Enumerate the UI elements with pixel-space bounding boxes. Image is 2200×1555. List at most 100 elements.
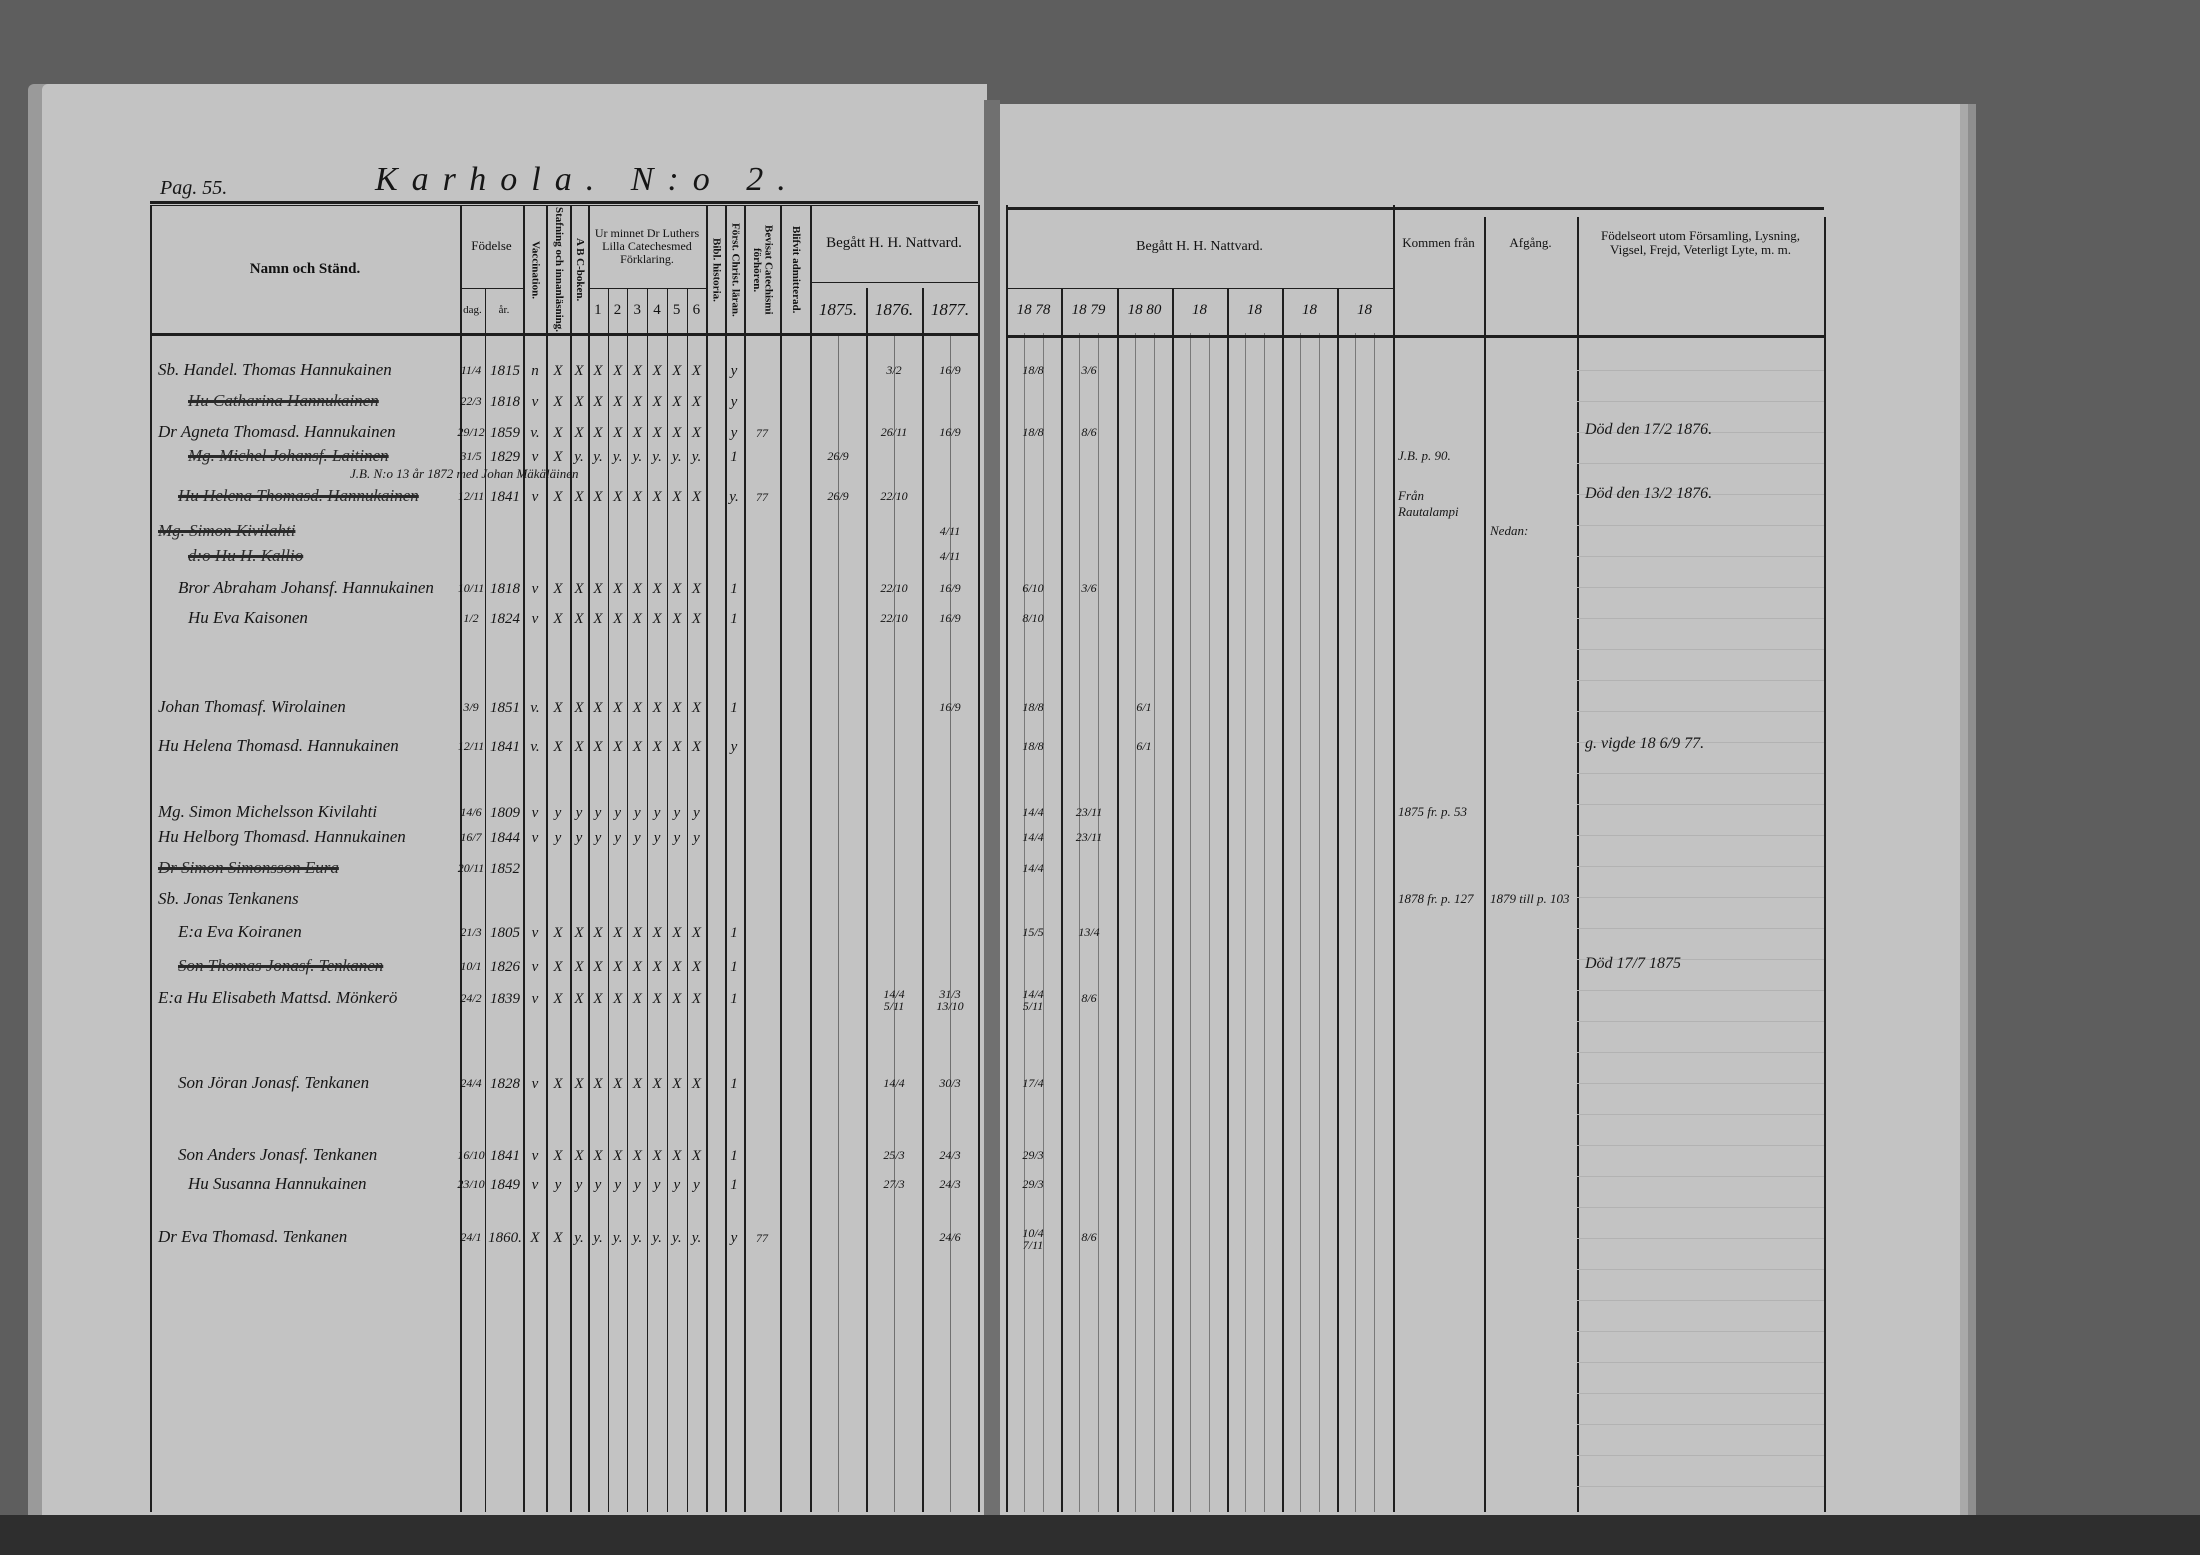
exam-mark: X bbox=[613, 991, 623, 1007]
birth-day: 16/10 bbox=[457, 1148, 485, 1162]
communion-date: 26/9 bbox=[827, 489, 849, 503]
column-rule bbox=[838, 333, 839, 1512]
communion-date: 6/1 bbox=[1136, 700, 1152, 714]
doctrine-mark: y bbox=[730, 739, 738, 755]
birth-day: 10/1 bbox=[460, 959, 482, 973]
column-rule bbox=[1484, 217, 1486, 1512]
ruled-line bbox=[1577, 1021, 1824, 1022]
exam-mark: y. bbox=[593, 1230, 603, 1246]
column-rule bbox=[866, 288, 868, 1512]
column-rule bbox=[546, 205, 548, 1512]
exam-mark: X bbox=[652, 425, 662, 441]
column-rule bbox=[1264, 333, 1265, 1512]
exam-mark: X bbox=[613, 394, 623, 410]
communion-date: 18/8 bbox=[1022, 363, 1044, 377]
exam-mark: X bbox=[652, 581, 662, 597]
column-rule bbox=[780, 205, 782, 1512]
exam-mark: X bbox=[632, 394, 642, 410]
birth-day: 24/2 bbox=[460, 991, 482, 1005]
exam-mark: X bbox=[553, 611, 563, 627]
header-catechism-part: 6 bbox=[692, 302, 701, 319]
exam-mark: X bbox=[652, 489, 662, 505]
exam-mark: X bbox=[652, 991, 662, 1007]
remarks-note: g. vigde 18 6/9 77. bbox=[1585, 735, 1705, 752]
exam-mark: X bbox=[574, 991, 584, 1007]
column-rule bbox=[570, 205, 572, 1512]
exam-mark: X bbox=[652, 925, 662, 941]
exam-mark: y bbox=[575, 1177, 583, 1193]
birth-day: 11/4 bbox=[460, 363, 482, 377]
exam-mark: X bbox=[574, 425, 584, 441]
exam-mark: y bbox=[614, 830, 622, 846]
column-rule bbox=[1374, 333, 1375, 1512]
exam-mark: X bbox=[593, 739, 603, 755]
header-catechism-proven: Bevisat Catechismi förhören. bbox=[751, 225, 775, 315]
column-rule bbox=[810, 205, 812, 1512]
ruled-line bbox=[1577, 1114, 1824, 1115]
exam-mark: y bbox=[554, 805, 562, 821]
birth-year: 1815 bbox=[490, 363, 520, 379]
column-rule bbox=[647, 288, 649, 1512]
person-name: Hu Helena Thomasd. Hannukainen bbox=[178, 486, 419, 505]
communion-date: 8/10 bbox=[1022, 611, 1044, 625]
exam-mark: y. bbox=[593, 449, 603, 465]
birth-year: 1844 bbox=[490, 830, 520, 846]
exam-mark: y. bbox=[574, 1230, 584, 1246]
header-vaccination: Vaccination. bbox=[529, 241, 542, 299]
exam-mark: y bbox=[554, 830, 562, 846]
doctrine-mark: 1 bbox=[730, 1076, 738, 1092]
column-rule bbox=[1135, 333, 1136, 1512]
birth-year: 1841 bbox=[490, 489, 520, 505]
communion-date: 24/3 bbox=[939, 1177, 961, 1191]
exam-mark: X bbox=[593, 611, 603, 627]
exam-mark: y bbox=[575, 830, 583, 846]
communion-date: 18/8 bbox=[1022, 739, 1044, 753]
exam-mark: X bbox=[691, 489, 702, 505]
header-catechism-part: 3 bbox=[633, 302, 641, 319]
person-name: E:a Eva Koiranen bbox=[178, 922, 302, 941]
birth-year: 1839 bbox=[490, 991, 520, 1007]
person-name: Bror Abraham Johansf. Hannukainen bbox=[178, 578, 434, 597]
exam-mark: X bbox=[593, 700, 603, 716]
header-departure: Afgång. bbox=[1509, 234, 1552, 250]
exam-mark: y. bbox=[691, 449, 702, 465]
exam-mark: y. bbox=[612, 1230, 623, 1246]
header-sub-rule bbox=[1006, 288, 1393, 289]
column-rule bbox=[922, 288, 924, 1512]
exam-mark: y bbox=[653, 830, 661, 846]
ruled-line bbox=[1577, 866, 1824, 867]
birth-year: 1849 bbox=[490, 1177, 520, 1193]
birth-year: 1859 bbox=[490, 425, 520, 441]
exam-mark: X bbox=[574, 700, 584, 716]
person-name: Son Thomas Jonasf. Tenkanen bbox=[178, 956, 384, 975]
column-rule bbox=[744, 205, 746, 1512]
departure-note: 1879 till p. 103 bbox=[1490, 891, 1570, 906]
exam-mark: y bbox=[673, 1177, 681, 1193]
exam-mark: X bbox=[691, 611, 702, 627]
header-year: 1877. bbox=[930, 300, 970, 320]
ruled-line bbox=[1577, 1207, 1824, 1208]
village-title: Karhola. N:o 2. bbox=[375, 161, 800, 198]
exam-mark: X bbox=[672, 611, 682, 627]
person-name: Dr Simon Simonsson Eura bbox=[158, 858, 339, 877]
exam-mark: X bbox=[574, 581, 584, 597]
birth-year: 1826 bbox=[490, 959, 520, 975]
person-name: Hu Eva Kaisonen bbox=[188, 608, 308, 627]
exam-mark: y. bbox=[574, 449, 584, 465]
exam-mark: X bbox=[553, 489, 563, 505]
header-communion: Begått H. H. Nattvard. bbox=[826, 235, 962, 252]
communion-date: 8/6 bbox=[1081, 1230, 1097, 1244]
ruled-line bbox=[1577, 897, 1824, 898]
person-name: Sb. Handel. Thomas Hannukainen bbox=[158, 360, 392, 379]
birth-day: 1/2 bbox=[463, 611, 479, 625]
exam-mark: X bbox=[652, 959, 662, 975]
exam-mark: X bbox=[613, 611, 623, 627]
communion-date: 27/3 bbox=[883, 1177, 905, 1191]
catechism-proven-mark: 77 bbox=[756, 426, 768, 440]
exam-mark: y bbox=[634, 805, 641, 821]
header-year: 18 79 bbox=[1071, 302, 1106, 319]
header-catechism: Ur minnet Dr Luthers Lilla Catechesmed F… bbox=[594, 225, 700, 267]
table-top-rule bbox=[1006, 207, 1824, 210]
communion-date: 14/4 5/11 bbox=[883, 987, 905, 1013]
ruled-line bbox=[1577, 556, 1824, 557]
